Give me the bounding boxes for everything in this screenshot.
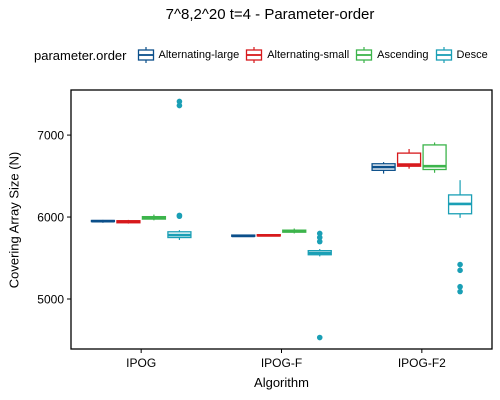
x-tick-label: IPOG — [126, 356, 156, 370]
legend: parameter.order Alternating-large Altern… — [34, 46, 494, 64]
outlier-point — [316, 234, 323, 241]
legend-item-alternating-small: Alternating-small — [245, 46, 349, 64]
box-alternating-small-ipog-f2 — [396, 149, 422, 169]
outlier-point — [316, 238, 323, 245]
box-iqr — [422, 144, 447, 171]
chart-title: 7^8,2^20 t=4 - Parameter-order — [165, 6, 375, 23]
legend-label: Alternating-small — [267, 49, 350, 61]
legend-item-desce: Desce — [435, 46, 488, 64]
box-alternating-large-ipog-f2 — [371, 162, 396, 174]
box-alternating-large-ipog-f — [231, 234, 256, 238]
legend-key-desce — [435, 47, 452, 63]
box-group — [90, 98, 473, 341]
y-tick-label: 6000 — [37, 211, 64, 225]
outlier-point — [457, 288, 463, 295]
box-ascending-ipog — [141, 214, 167, 221]
box-iqr — [396, 152, 422, 167]
y-axis-title: Covering Array Size (N) — [6, 151, 22, 289]
axis-ticks: 5000 6000 7000 IPOG IPOG-F IPOG-F2 — [37, 129, 446, 370]
box-ascending-ipog-f2 — [422, 142, 447, 173]
outlier-point — [457, 261, 463, 268]
outlier-point — [316, 334, 323, 341]
legend-label: Alternating-large — [158, 49, 240, 61]
legend-key-ascending — [355, 47, 373, 63]
legend-label: Ascending — [377, 49, 429, 61]
box-ascending-ipog-f — [282, 228, 307, 234]
outlier-point — [176, 213, 183, 220]
legend-key-alternating-large — [137, 47, 154, 63]
outlier-point — [457, 283, 463, 290]
y-tick-label: 7000 — [37, 129, 64, 143]
outlier-point — [176, 102, 183, 109]
x-tick-label: IPOG-F — [261, 356, 302, 370]
outlier-point — [316, 230, 323, 237]
x-axis-title: Algorithm — [254, 375, 309, 390]
outlier-point — [176, 98, 183, 105]
legend-item-alternating-large: Alternating-large — [137, 46, 240, 64]
box-alternating-small-ipog — [116, 219, 141, 224]
box-alternating-large-ipog — [90, 219, 116, 223]
legend-title: parameter.order — [34, 47, 127, 63]
legend-item-ascending: Ascending — [355, 46, 429, 64]
x-tick-label: IPOG-F2 — [398, 356, 446, 370]
legend-key-alternating-small — [246, 47, 263, 63]
box-desce-ipog — [167, 98, 192, 240]
box-desce-ipog-f — [307, 230, 332, 341]
y-tick-label: 5000 — [37, 293, 64, 307]
outlier-point — [457, 267, 463, 274]
plot-panel-border — [70, 89, 493, 350]
box-alternating-small-ipog-f — [256, 234, 281, 237]
box-desce-ipog-f2 — [447, 180, 473, 295]
legend-label: Desce — [456, 49, 488, 61]
